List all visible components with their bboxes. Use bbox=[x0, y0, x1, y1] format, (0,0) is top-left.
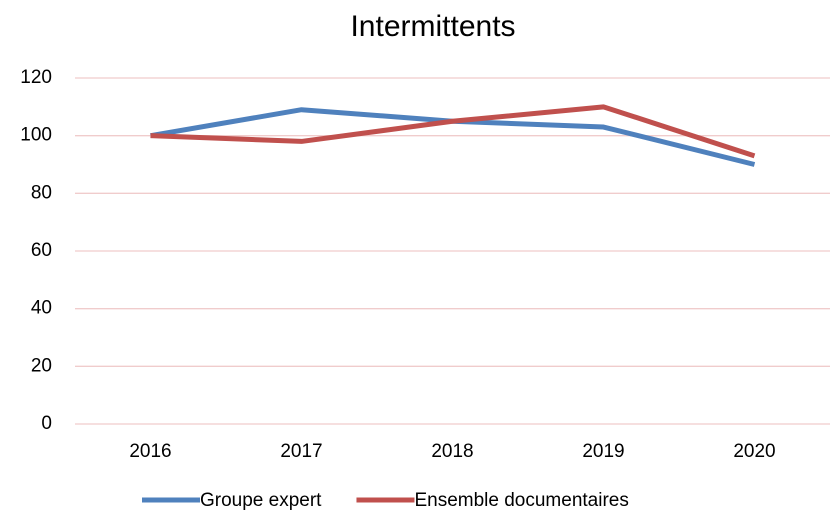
y-tick-label: 40 bbox=[31, 298, 52, 319]
x-tick-label: 2018 bbox=[431, 441, 473, 462]
legend-label: Groupe expert bbox=[200, 490, 322, 511]
x-tick-label: 2019 bbox=[582, 441, 624, 462]
x-tick-label: 2017 bbox=[280, 441, 322, 462]
chart-title: Intermittents bbox=[350, 10, 515, 43]
y-tick-label: 20 bbox=[31, 355, 52, 376]
y-tick-label: 120 bbox=[20, 67, 52, 88]
y-tick-label: 0 bbox=[41, 413, 52, 434]
legend-label: Ensemble documentaires bbox=[414, 490, 628, 511]
series-line bbox=[150, 104, 756, 159]
y-tick-label: 100 bbox=[20, 125, 52, 146]
x-tick-label: 2016 bbox=[129, 441, 171, 462]
y-tick-label: 80 bbox=[31, 182, 52, 203]
y-tick-label: 60 bbox=[31, 240, 52, 261]
x-tick-label: 2020 bbox=[733, 441, 775, 462]
